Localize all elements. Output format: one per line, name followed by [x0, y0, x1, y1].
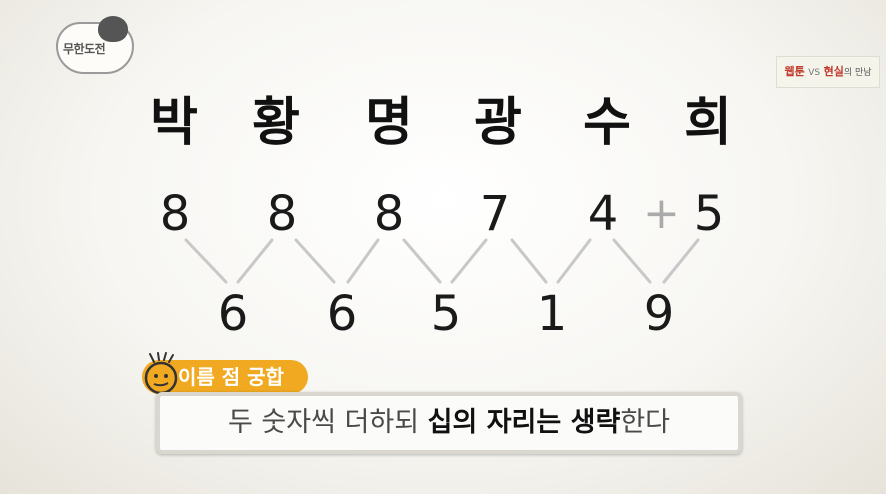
name-char-5: 수	[583, 93, 631, 153]
watermark-part1: 웹툰	[784, 65, 805, 78]
name-char-1: 박	[150, 93, 198, 153]
caption-text: 두 숫자씩 더하되 십의 자리는 생략한다	[156, 392, 742, 454]
name-char-3: 명	[365, 93, 413, 153]
plus-sign: +	[643, 188, 680, 239]
digit-row2-4: 1	[536, 286, 568, 342]
digit-row2-5: 9	[643, 286, 675, 342]
digit-row1-4: 7	[479, 186, 511, 242]
name-char-2: 황	[252, 93, 300, 153]
caption-part2: 한다	[620, 407, 670, 438]
thinking-face-icon	[144, 352, 178, 395]
caption-emphasis: 십의 자리는 생략	[427, 407, 621, 438]
digit-row2-2: 6	[326, 286, 358, 342]
digit-row1-5: 4	[587, 186, 619, 242]
logo-mascot-icon	[98, 16, 128, 42]
caption-box	[156, 392, 742, 454]
name-char-4: 광	[474, 93, 522, 153]
topic-tag-label: 이름 점 궁합	[178, 365, 284, 389]
watermark-part2: 현실	[823, 65, 844, 78]
digit-row1-2: 8	[266, 186, 298, 242]
name-char-6: 희	[684, 93, 732, 153]
digit-row2-1: 6	[217, 286, 249, 342]
watermark-vs: VS	[808, 68, 821, 78]
episode-watermark: 웹툰 VS 현실의 만남	[776, 56, 880, 88]
caption-part1: 두 숫자씩 더하되	[227, 407, 428, 438]
digit-row1-3: 8	[373, 186, 405, 242]
digit-row2-3: 5	[430, 286, 462, 342]
digit-row1-6: 5	[693, 186, 725, 242]
digit-row1-1: 8	[159, 186, 191, 242]
watermark-part3: 의 만남	[843, 68, 872, 78]
show-logo-text: 무한도전	[63, 42, 106, 56]
